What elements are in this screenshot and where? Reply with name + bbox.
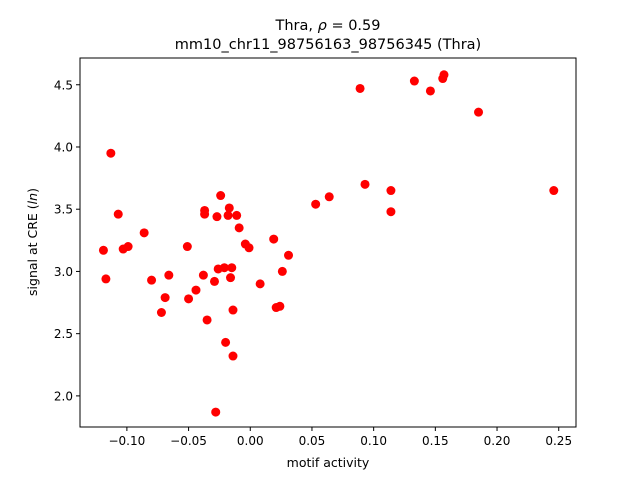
y-tick-label: 2.5 <box>54 327 73 341</box>
x-tick-label: −0.05 <box>170 434 207 448</box>
data-point <box>147 275 157 285</box>
data-point <box>156 308 166 318</box>
data-point <box>275 301 285 311</box>
data-point <box>386 207 396 217</box>
data-point <box>211 407 221 417</box>
data-point <box>123 242 133 252</box>
data-point <box>227 263 237 273</box>
data-point <box>223 210 233 220</box>
data-point <box>224 203 234 213</box>
data-point <box>184 294 194 304</box>
title-value: = 0.59 <box>327 18 381 34</box>
x-tick-label: −0.10 <box>108 434 145 448</box>
plot-area <box>79 57 577 428</box>
data-point <box>355 83 365 93</box>
data-point <box>549 186 559 196</box>
y-tick-label: 3.5 <box>54 203 73 217</box>
y-axis-label: signal at CRE (ln) <box>25 188 40 296</box>
data-point <box>216 191 226 201</box>
data-point <box>191 285 201 295</box>
x-axis-label: motif activity <box>287 455 370 470</box>
data-point <box>425 86 435 96</box>
data-point <box>255 279 265 289</box>
data-point <box>360 179 370 189</box>
chart-title-line1: Thra, ρ = 0.59 <box>275 18 381 34</box>
data-point <box>101 274 111 284</box>
data-point <box>439 70 449 80</box>
x-tick-label: 0.00 <box>237 434 264 448</box>
y-tick-label: 4.5 <box>54 78 73 92</box>
data-point <box>409 76 419 86</box>
data-point <box>198 270 208 280</box>
x-tick-label: 0.10 <box>360 434 387 448</box>
x-axis: −0.10 −0.05 0.00 0.05 0.10 0.15 0.20 0.25 <box>108 427 572 448</box>
x-tick-label: 0.05 <box>299 434 326 448</box>
data-point <box>269 234 279 244</box>
chart-title-line2: mm10_chr11_98756163_98756345 (Thra) <box>175 37 481 53</box>
y-label-close: ) <box>25 188 40 193</box>
data-point <box>234 223 244 233</box>
data-point <box>98 245 108 255</box>
x-tick-label: 0.15 <box>422 434 449 448</box>
data-point <box>221 337 231 347</box>
y-label-unit: ln <box>25 193 40 204</box>
data-point <box>106 148 116 158</box>
data-point <box>284 250 294 260</box>
data-point <box>200 209 210 219</box>
data-point <box>182 242 192 252</box>
data-point <box>228 351 238 361</box>
data-point <box>474 107 484 117</box>
data-point <box>139 228 149 238</box>
data-point <box>202 315 212 325</box>
y-tick-label: 4.0 <box>54 140 73 154</box>
title-text: Thra, <box>275 18 318 34</box>
data-point <box>226 273 236 283</box>
data-point <box>212 212 222 222</box>
data-point <box>160 293 170 303</box>
data-point <box>228 305 238 315</box>
data-point <box>277 266 287 276</box>
data-point <box>219 263 229 273</box>
y-tick-label: 3.0 <box>54 265 73 279</box>
title-symbol: ρ <box>318 18 328 34</box>
data-point <box>324 192 334 202</box>
x-tick-label: 0.25 <box>545 434 572 448</box>
data-point <box>164 270 174 280</box>
data-point <box>244 243 254 253</box>
data-point <box>209 276 219 286</box>
data-point <box>311 199 321 209</box>
data-point <box>113 209 123 219</box>
data-points <box>98 70 559 417</box>
y-label-text: signal at CRE ( <box>25 204 40 296</box>
y-tick-label: 2.0 <box>54 389 73 403</box>
y-axis: 2.0 2.5 3.0 3.5 4.0 4.5 <box>54 78 80 403</box>
x-tick-label: 0.20 <box>484 434 511 448</box>
data-point <box>386 186 396 196</box>
data-point <box>232 210 242 220</box>
